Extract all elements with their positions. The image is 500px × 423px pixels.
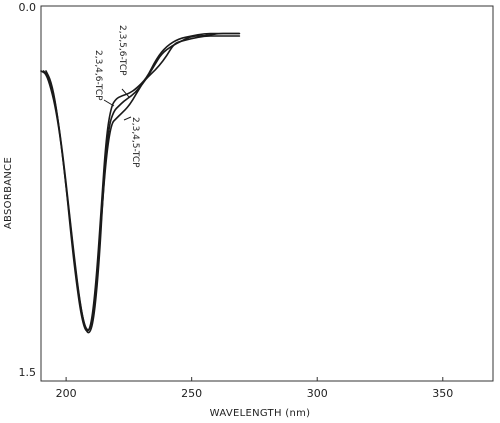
x-tick-label: 200: [56, 387, 77, 400]
series-line-3: [45, 35, 241, 331]
series-line-2: [42, 32, 241, 334]
y-tick-label-bottom: 1.5: [19, 366, 37, 379]
y-axis-ticks: 0.0 1.5: [19, 1, 37, 379]
x-axis-label: WAVELENGTH (nm): [210, 408, 311, 419]
x-tick-label: 250: [181, 387, 202, 400]
x-axis-ticks: 200 250 300 350: [56, 377, 453, 400]
y-axis-label: ABSORBANCE: [3, 157, 14, 229]
leader-2345-tcp: [123, 116, 132, 121]
series-layer: [40, 32, 241, 334]
y-tick-label-top: 0.0: [19, 1, 37, 14]
annotation-2356-tcp: 2,3,5,6-TCP: [117, 25, 127, 76]
leader-2356-tcp: [121, 88, 130, 98]
plot-frame: [40, 5, 494, 382]
x-tick-label: 350: [432, 387, 453, 400]
leader-2346-tcp: [103, 99, 115, 107]
annotation-2346-tcp: 2,3,4,6-TCP: [93, 50, 103, 101]
series-line-1: [40, 32, 241, 332]
annotation-layer: 2,3,5,6-TCP 2,3,4,6-TCP 2,3,4,5-TCP: [93, 25, 140, 168]
annotation-2345-tcp: 2,3,4,5-TCP: [130, 117, 140, 168]
x-tick-label: 300: [307, 387, 328, 400]
